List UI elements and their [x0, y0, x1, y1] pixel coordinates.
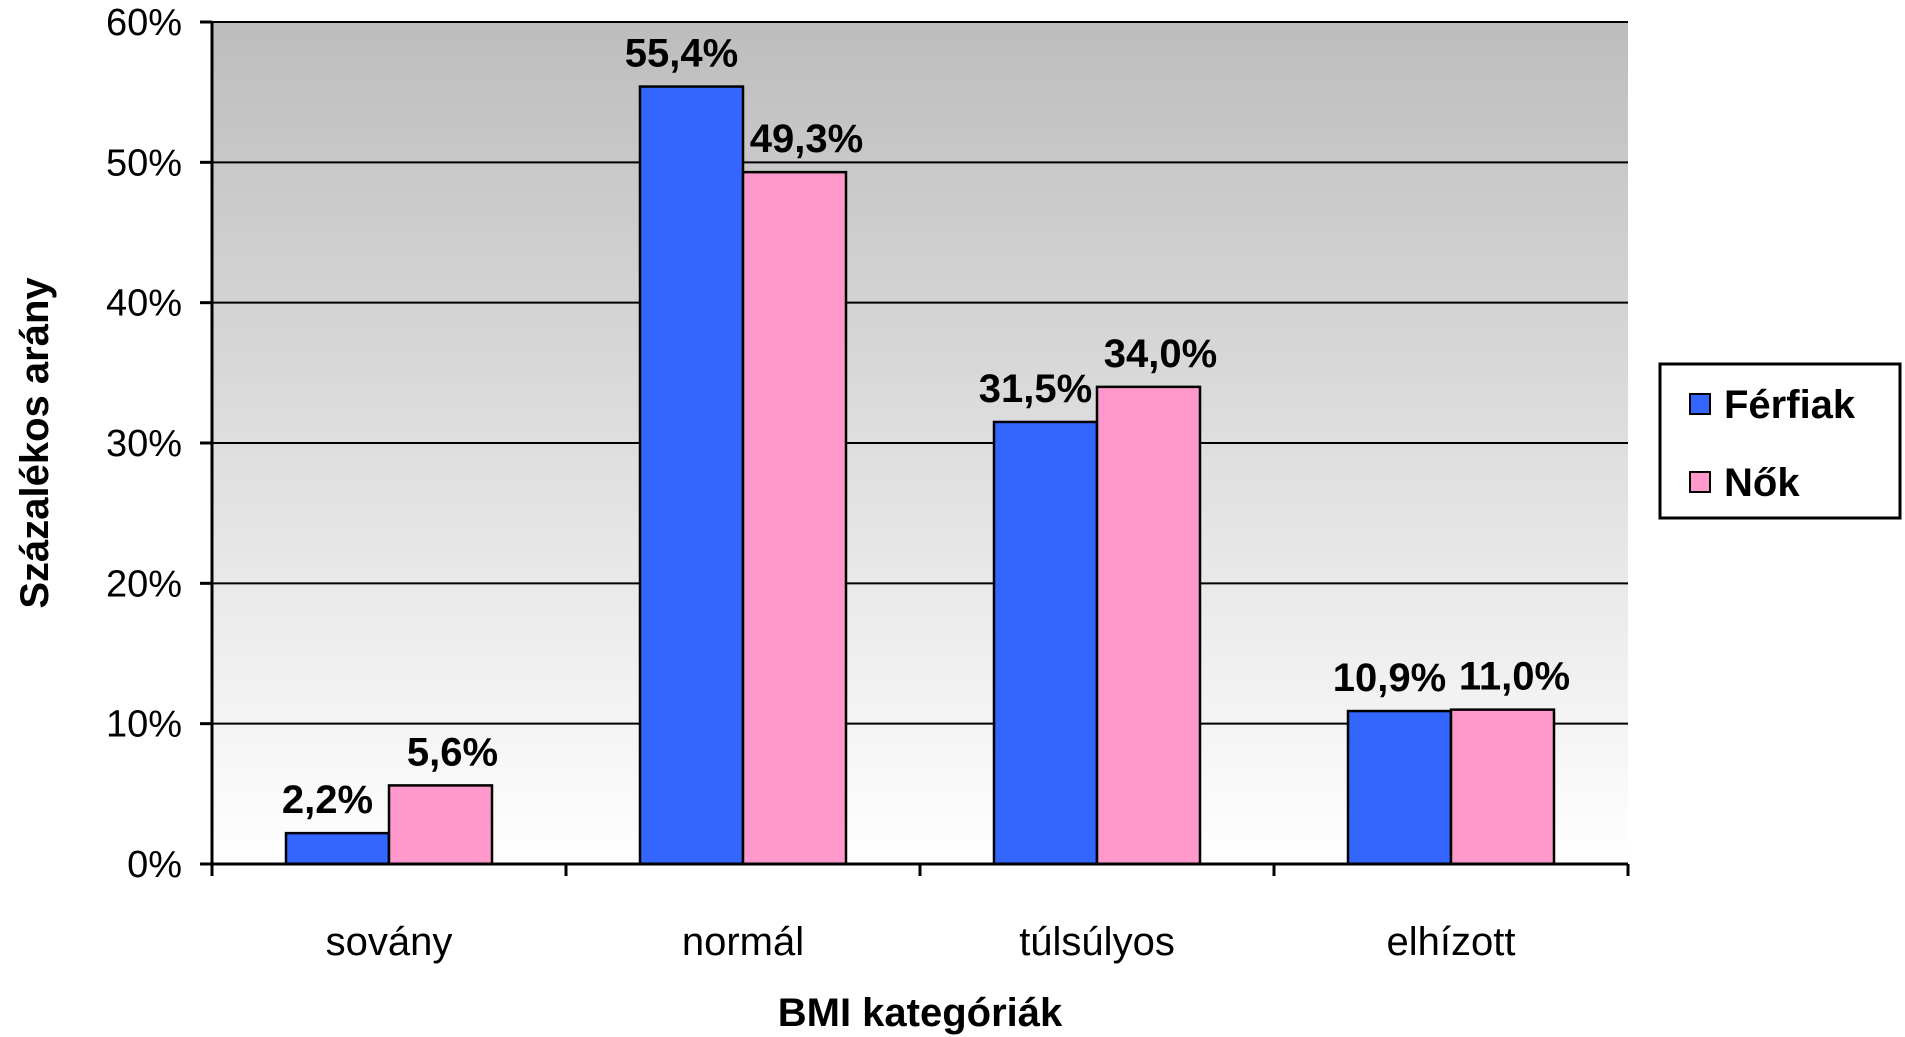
y-tick-label: 30%: [106, 423, 182, 465]
y-tick-label: 20%: [106, 563, 182, 605]
legend-label-nok: Nők: [1724, 461, 1800, 505]
y-tick-labels: 0% 10% 20% 30% 40% 50% 60%: [106, 2, 182, 886]
y-tick-label: 50%: [106, 142, 182, 184]
data-label-ferfiak-2: 31,5%: [979, 367, 1092, 411]
legend: Férfiak Nők: [1658, 362, 1902, 520]
data-label-ferfiak-0: 2,2%: [282, 778, 373, 822]
legend-swatch-ferfiak: [1689, 393, 1711, 415]
bar-ferfiak-1: [638, 85, 745, 866]
bar-ferfiak-3: [1346, 709, 1453, 866]
bar-nok-2: [1095, 385, 1202, 866]
x-tick-label: normál: [682, 920, 804, 964]
data-label-ferfiak-1: 55,4%: [625, 32, 738, 76]
data-label-nok-2: 34,0%: [1104, 332, 1217, 376]
data-labels: 2,2% 5,6% 55,4% 49,3% 31,5% 34,0% 10,9% 11,0%: [282, 32, 1570, 823]
bar-ferfiak-0: [284, 831, 391, 866]
legend-swatch-nok: [1689, 471, 1711, 493]
x-tick-label: sovány: [326, 920, 453, 964]
bar-ferfiak-2: [992, 420, 1099, 866]
y-tick-label: 10%: [106, 704, 182, 746]
bar-nok-3: [1449, 708, 1556, 866]
data-label-ferfiak-3: 10,9%: [1333, 656, 1446, 700]
y-tick-label: 60%: [106, 2, 182, 44]
data-label-nok-1: 49,3%: [750, 117, 863, 161]
x-axis-title: BMI kategóriák: [778, 991, 1063, 1035]
y-tick-label: 0%: [127, 844, 182, 886]
gridlines: [212, 21, 1628, 725]
bars: [284, 85, 1556, 866]
data-label-nok-3: 11,0%: [1459, 655, 1570, 699]
bar-nok-1: [741, 170, 848, 866]
data-label-nok-0: 5,6%: [407, 730, 498, 774]
bar-nok-0: [387, 784, 494, 866]
x-tick-labels: sovány normál túlsúlyos elhízott: [326, 920, 1516, 964]
y-tick-label: 40%: [106, 283, 182, 325]
legend-label-ferfiak: Férfiak: [1724, 383, 1856, 427]
axes: [200, 20, 1630, 876]
y-axis-title: Százalékos arány: [13, 277, 57, 609]
x-tick-label: túlsúlyos: [1019, 920, 1175, 964]
x-tick-label: elhízott: [1387, 920, 1516, 964]
